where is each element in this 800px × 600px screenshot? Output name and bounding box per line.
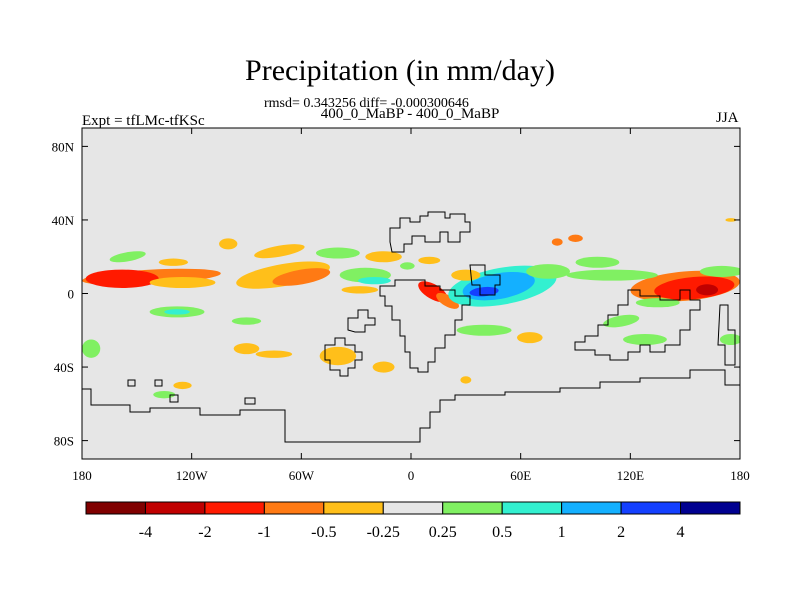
coastline: [82, 211, 740, 443]
x-axis: 180 120W 60W 0 60E 120E 180: [72, 128, 750, 483]
anomaly-patch: [85, 269, 159, 288]
y-tick-label: 40N: [52, 213, 75, 228]
anomaly-patch: [436, 292, 459, 309]
coastline-island: [154, 379, 163, 387]
y-tick-label: 40S: [54, 360, 74, 375]
colorbar-label: -0.25: [367, 524, 400, 541]
anomaly-patch: [400, 262, 415, 270]
anomaly-patch: [699, 265, 740, 277]
anomaly-patch: [365, 251, 402, 263]
colorbar-label: 0.5: [492, 524, 512, 541]
season-label: JJA: [716, 110, 739, 126]
x-tick-label: 180: [72, 468, 92, 483]
coastline-africa: [379, 279, 471, 373]
anomaly-patch: [623, 333, 667, 345]
anomaly-patch: [603, 314, 640, 328]
anomaly-patch: [551, 238, 563, 246]
anomaly-patch: [272, 268, 331, 286]
coastline-island: [127, 379, 136, 387]
anomaly-patch: [109, 251, 146, 263]
anomaly-patch: [526, 264, 571, 279]
y-tick-label: 80N: [52, 139, 75, 154]
colorbar-swatch: [501, 501, 563, 515]
colorbar-swatch: [680, 501, 741, 515]
x-tick-label: 120E: [617, 468, 645, 483]
coastline-asia: [574, 289, 701, 361]
colorbar-swatch: [323, 501, 384, 515]
coastline-antarctica: [82, 369, 740, 443]
anomaly-patch: [635, 298, 680, 308]
x-tick-label: 0: [408, 468, 415, 483]
anomaly-patch: [319, 346, 357, 366]
anomaly-patch: [233, 343, 260, 355]
subtitle: 400_0_MaBP - 400_0_MaBP: [320, 106, 500, 122]
colorbar-swatch: [442, 501, 503, 515]
x-tick-label: 180: [730, 468, 750, 483]
colorbar-swatch: [382, 501, 444, 515]
experiment-label: Expt = tfLMc-tfKSc: [82, 113, 205, 129]
colorbar-label: -1: [258, 524, 271, 541]
coastline-south-america: [324, 337, 363, 377]
stats-label: rmsd= 0.343256 diff= -0.000300646: [264, 96, 469, 111]
anomaly-patch: [341, 286, 379, 294]
anomaly-patch: [254, 244, 305, 259]
colorbar-swatch: [620, 501, 682, 515]
page-title: Precipitation (in mm/day): [245, 54, 555, 87]
y-axis: 80N 40N 0 40S 80S: [52, 139, 740, 449]
y-tick-label: 80S: [54, 434, 74, 449]
coastline-europe: [389, 211, 471, 253]
coastline-south-america-west: [347, 309, 376, 333]
colorbar-swatch: [144, 501, 206, 515]
colorbar-label: -2: [198, 524, 211, 541]
anomaly-patch: [372, 361, 395, 373]
colorbar-swatch: [263, 501, 325, 515]
anomaly-patch: [158, 258, 189, 266]
colorbar-label: 4: [677, 524, 685, 541]
coastline-island: [244, 397, 256, 405]
coastline-island: [169, 394, 179, 403]
anomaly-patch: [173, 381, 192, 390]
x-tick-label: 60W: [289, 468, 315, 483]
coastline-arabia: [469, 264, 501, 296]
anomaly-patch: [231, 317, 262, 325]
anomaly-patch: [566, 269, 658, 281]
coastline-pacific-rim: [717, 304, 736, 366]
anomaly-patch: [164, 309, 190, 315]
colorbar-label: -0.5: [311, 524, 336, 541]
colorbar-swatch: [204, 501, 265, 515]
x-tick-label: 60E: [510, 468, 531, 483]
anomaly-patch: [469, 286, 499, 297]
anomaly-field: [82, 218, 740, 399]
colorbar-label: 2: [617, 524, 625, 541]
anomaly-patch: [255, 350, 293, 358]
anomaly-patch: [575, 256, 620, 268]
map-background: [82, 128, 740, 459]
y-tick-label: 0: [68, 287, 75, 302]
anomaly-patch: [82, 339, 101, 358]
anomaly-patch: [451, 269, 481, 281]
colorbar-label: -4: [139, 524, 152, 541]
anomaly-patch: [315, 247, 360, 259]
anomaly-patch: [460, 376, 472, 384]
anomaly-patch: [568, 234, 583, 243]
colorbar-swatch: [561, 501, 622, 515]
anomaly-patch: [219, 238, 238, 250]
colorbar: -4 -2 -1 -0.5 -0.25 0.25 0.5 1 2 4: [85, 501, 741, 541]
colorbar-label: 0.25: [429, 524, 457, 541]
anomaly-patch: [719, 333, 740, 345]
anomaly-patch: [696, 284, 719, 296]
colorbar-swatch: [85, 501, 146, 515]
anomaly-patch: [149, 276, 216, 288]
anomaly-patch: [357, 276, 391, 285]
anomaly-patch: [418, 256, 441, 265]
anomaly-patch: [725, 218, 737, 222]
anomaly-patch: [456, 324, 512, 336]
colorbar-label: 1: [558, 524, 566, 541]
anomaly-patch: [517, 332, 543, 344]
x-tick-label: 120W: [176, 468, 209, 483]
